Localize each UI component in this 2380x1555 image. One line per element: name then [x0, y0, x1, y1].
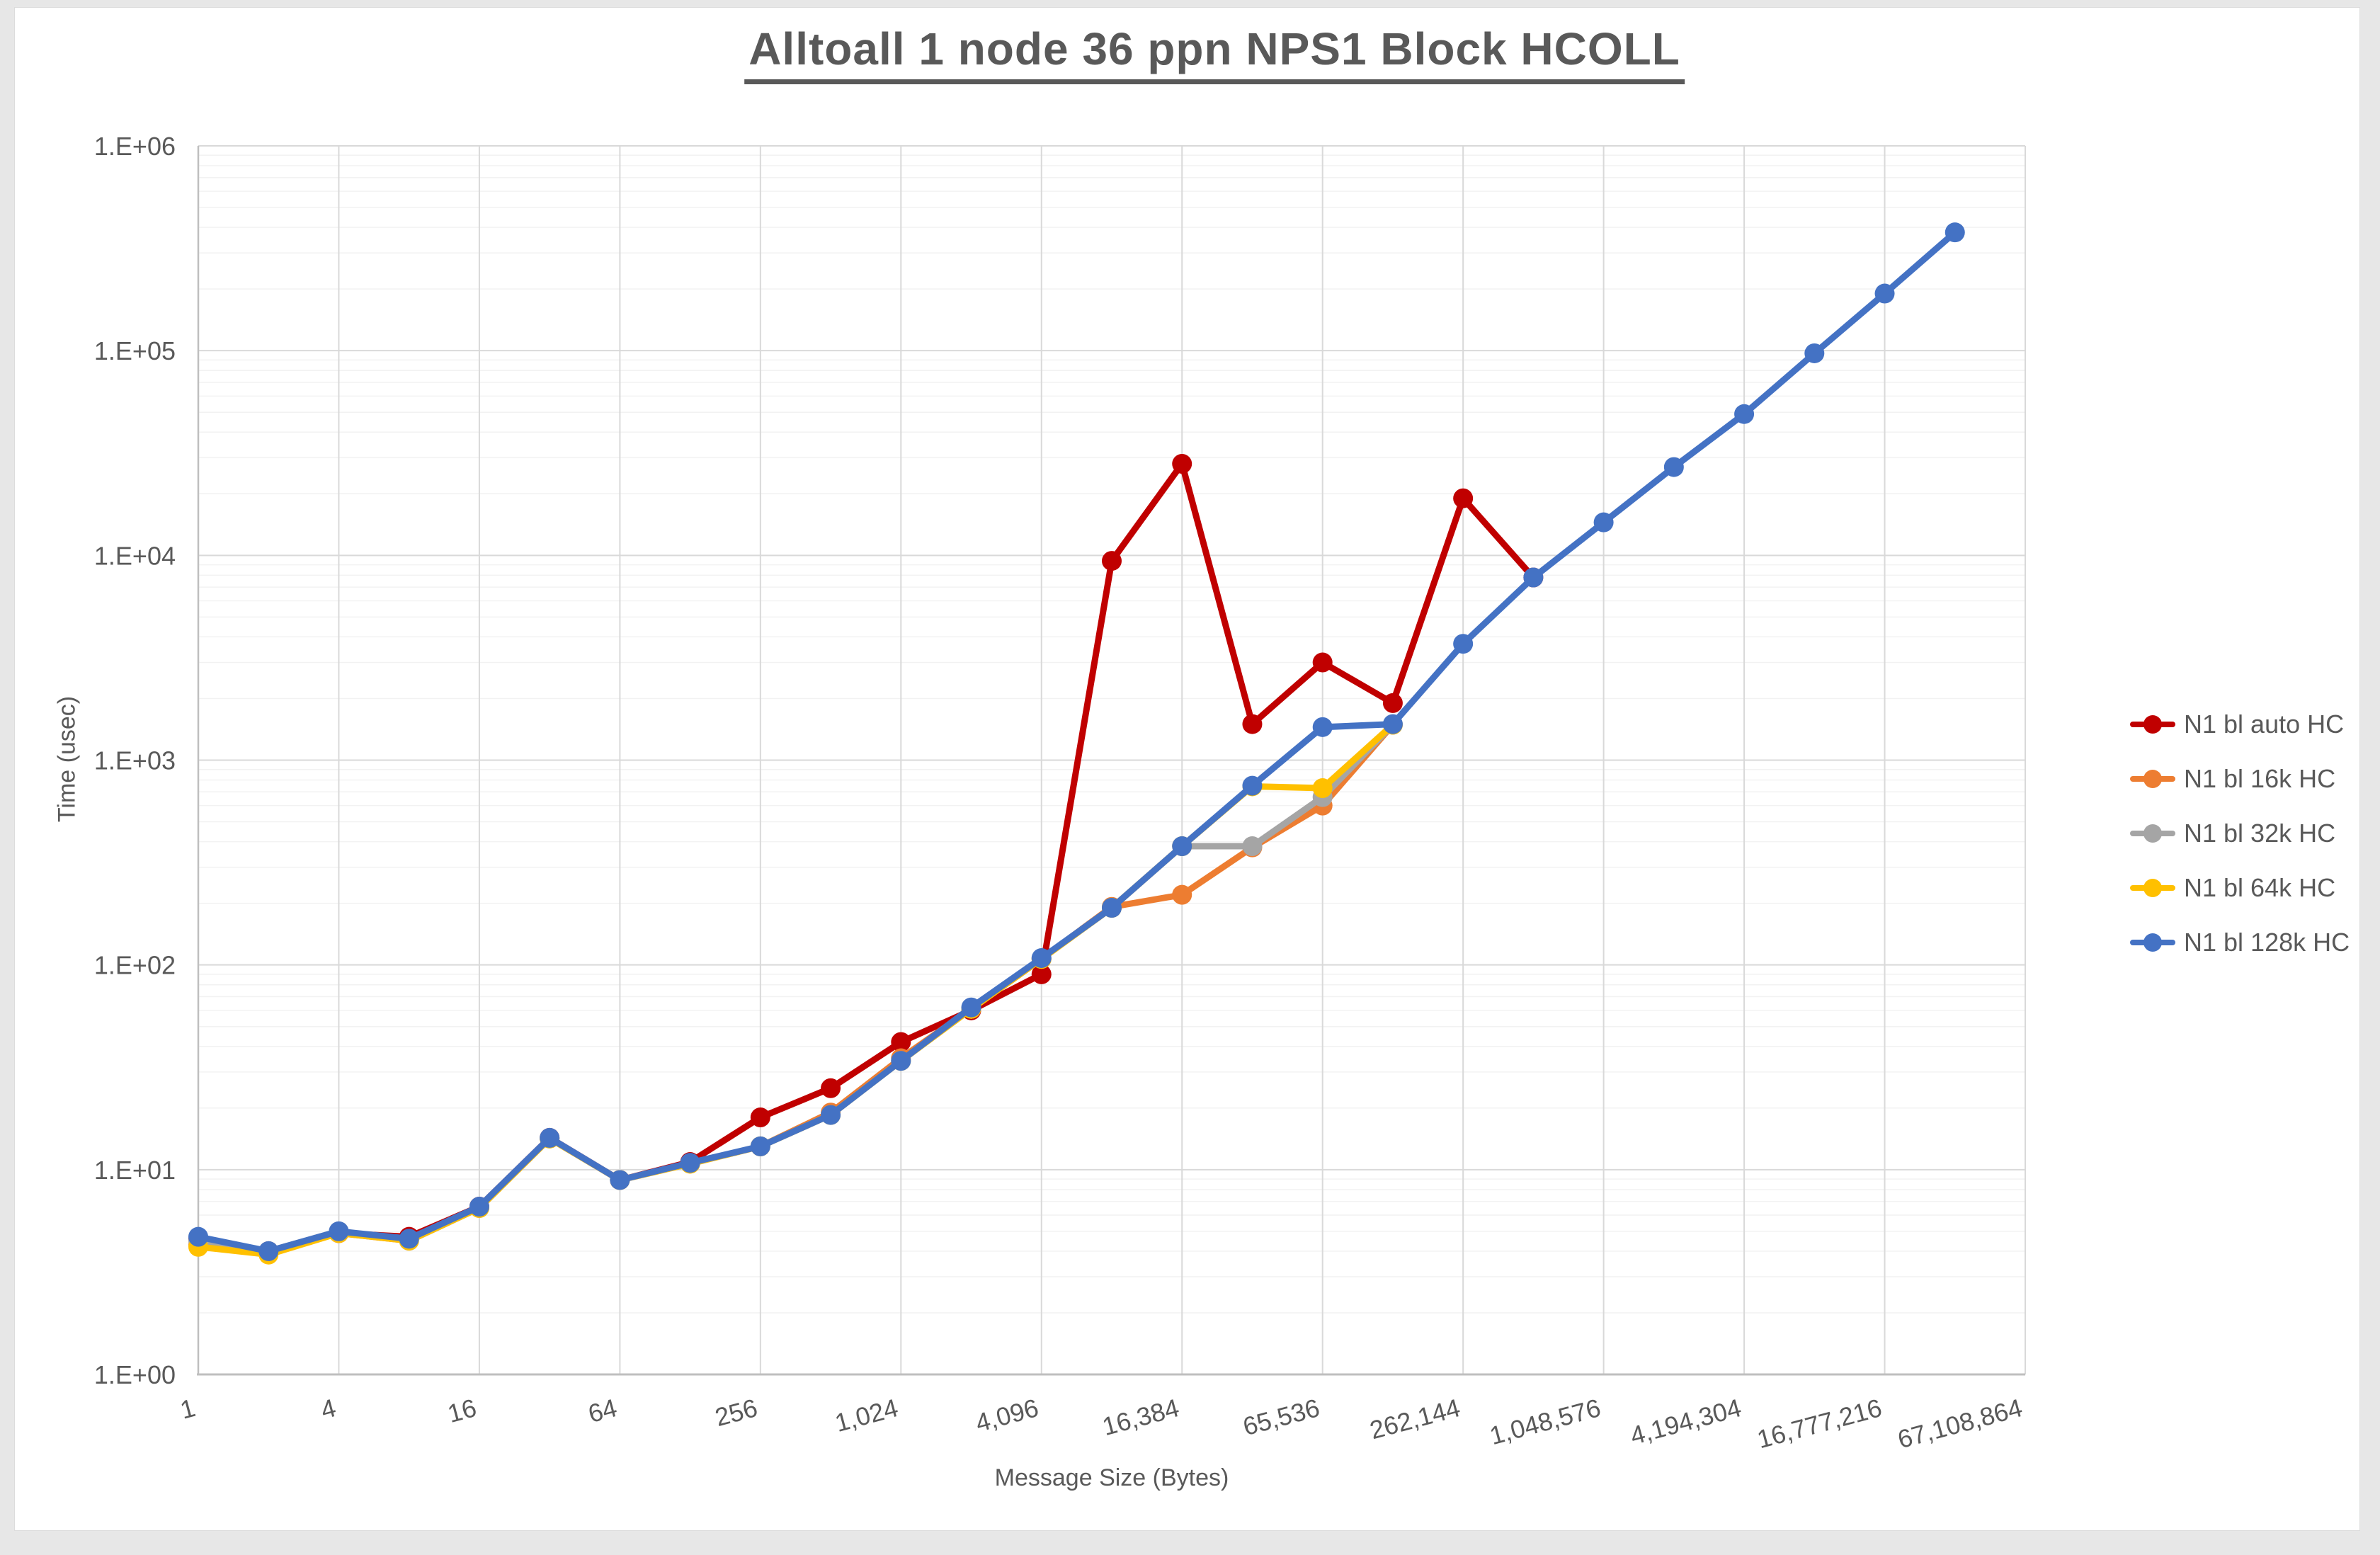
legend-item-n1-bl-64k-hc[interactable]: N1 bl 64k HC — [2130, 860, 2350, 915]
x-tick-label: 1,048,576 — [1486, 1393, 1603, 1450]
y-tick-label: 1.E+04 — [94, 541, 176, 570]
legend-marker-icon — [2130, 877, 2175, 899]
data-point-marker[interactable] — [1734, 404, 1755, 424]
data-point-marker[interactable] — [821, 1078, 841, 1098]
data-point-marker[interactable] — [1593, 512, 1614, 532]
data-point-marker[interactable] — [1242, 714, 1263, 734]
data-point-marker[interactable] — [1874, 283, 1895, 304]
data-point-marker[interactable] — [1453, 634, 1474, 654]
legend-marker-icon — [2130, 768, 2175, 790]
series-line[interactable] — [195, 721, 1396, 1258]
x-tick-labels: 1 4 16 64 256 1,024 4,096 16,384 65,536 262,144 1,… — [177, 1393, 2025, 1454]
legend-label: N1 bl 128k HC — [2184, 927, 2350, 957]
legend-dot-sample — [2143, 824, 2162, 843]
series-line[interactable] — [195, 721, 1396, 1257]
data-point-marker[interactable] — [540, 1127, 560, 1148]
data-point-marker[interactable] — [1382, 693, 1403, 713]
y-axis-title[interactable]: Time (usec) — [53, 695, 81, 823]
data-point-marker[interactable] — [1312, 717, 1333, 737]
y-minor-gridlines — [198, 154, 2025, 1314]
series-line[interactable] — [195, 721, 1396, 1255]
data-point-marker[interactable] — [1663, 457, 1684, 477]
x-tick-label: 16 — [445, 1393, 479, 1428]
x-tick-label: 64 — [585, 1393, 620, 1428]
y-tick-label: 1.E+06 — [94, 132, 176, 161]
x-tick-label: 256 — [712, 1393, 761, 1432]
x-tick-label: 1 — [177, 1393, 198, 1425]
legend-dot-sample — [2143, 878, 2162, 897]
data-point-marker[interactable] — [1031, 948, 1052, 969]
x-tick-label: 4,194,304 — [1627, 1393, 1744, 1450]
y-tick-label: 1.E+03 — [94, 746, 176, 775]
legend-item-n1-bl-128k-hc[interactable]: N1 bl 128k HC — [2130, 915, 2350, 969]
legend-label: N1 bl 32k HC — [2184, 818, 2336, 848]
data-point-marker[interactable] — [1453, 488, 1474, 508]
y-major-gridlines — [198, 145, 2025, 1375]
series-n1-bl-16k-hc[interactable] — [188, 714, 1403, 1264]
data-point-marker[interactable] — [1804, 343, 1825, 363]
legend-marker-icon — [2130, 823, 2175, 844]
x-tick-label: 4 — [318, 1393, 339, 1425]
x-gridlines — [338, 146, 2026, 1374]
x-tick-label: 16,777,216 — [1754, 1393, 1885, 1454]
legend-label: N1 bl 64k HC — [2184, 872, 2336, 902]
data-point-marker[interactable] — [188, 1226, 208, 1247]
legend-label: N1 bl auto HC — [2184, 709, 2345, 739]
legend-marker-icon — [2130, 932, 2175, 953]
legend-dot-sample — [2143, 933, 2162, 952]
series-n1-bl-128k-hc[interactable] — [188, 222, 1965, 1261]
data-point-marker[interactable] — [1242, 836, 1263, 857]
data-point-marker[interactable] — [891, 1032, 911, 1052]
x-tick-label: 4,096 — [972, 1393, 1042, 1437]
data-point-marker[interactable] — [1312, 652, 1333, 673]
y-tick-label: 1.E+01 — [94, 1156, 176, 1185]
data-point-marker[interactable] — [1312, 778, 1333, 799]
data-point-marker[interactable] — [1172, 454, 1192, 474]
legend-item-n1-bl-16k-hc[interactable]: N1 bl 16k HC — [2130, 751, 2350, 806]
data-point-marker[interactable] — [821, 1105, 841, 1125]
data-point-marker[interactable] — [258, 1241, 279, 1261]
data-point-marker[interactable] — [961, 997, 981, 1018]
data-point-marker[interactable] — [1945, 222, 1965, 243]
x-tick-label: 67,108,864 — [1894, 1393, 2025, 1454]
chart-title[interactable]: Alltoall 1 node 36 ppn NPS1 Block HCOLL — [744, 23, 1685, 84]
legend: N1 bl auto HC N1 bl 16k HC N1 bl 32k HC N1 … — [2130, 697, 2350, 969]
y-tick-label: 1.E+05 — [94, 336, 176, 365]
data-point-marker[interactable] — [1172, 836, 1192, 857]
x-tick-label: 16,384 — [1099, 1393, 1182, 1441]
x-tick-label: 1,024 — [832, 1393, 901, 1437]
data-point-marker[interactable] — [469, 1197, 489, 1217]
x-axis-title[interactable]: Message Size (Bytes) — [994, 1464, 1229, 1491]
data-point-marker[interactable] — [1382, 714, 1403, 734]
y-tick-labels: 1.E+00 1.E+01 1.E+02 1.E+03 1.E+04 1.E+05 1.E+… — [94, 132, 176, 1389]
data-point-marker[interactable] — [1102, 551, 1122, 571]
data-point-marker[interactable] — [891, 1051, 911, 1071]
legend-label: N1 bl 16k HC — [2184, 763, 2336, 793]
x-tick-label: 65,536 — [1240, 1393, 1323, 1441]
legend-marker-icon — [2130, 714, 2175, 735]
series-line[interactable] — [195, 229, 1959, 1255]
legend-item-n1-bl-auto-hc[interactable]: N1 bl auto HC — [2130, 697, 2350, 751]
series-n1-bl-64k-hc[interactable] — [188, 714, 1403, 1265]
legend-dot-sample — [2143, 769, 2162, 788]
legend-item-n1-bl-32k-hc[interactable]: N1 bl 32k HC — [2130, 806, 2350, 860]
data-point-marker[interactable] — [329, 1221, 349, 1241]
data-point-marker[interactable] — [1242, 775, 1263, 796]
x-tick-label: 262,144 — [1367, 1393, 1463, 1445]
data-point-marker[interactable] — [1031, 964, 1052, 984]
data-point-marker[interactable] — [1523, 567, 1544, 588]
data-point-marker[interactable] — [750, 1107, 770, 1128]
data-point-marker[interactable] — [680, 1153, 700, 1173]
legend-dot-sample — [2143, 714, 2162, 734]
data-point-marker[interactable] — [399, 1229, 419, 1249]
y-tick-label: 1.E+02 — [94, 951, 176, 980]
data-point-marker[interactable] — [750, 1136, 770, 1156]
data-point-marker[interactable] — [610, 1170, 630, 1190]
data-point-marker[interactable] — [1102, 898, 1122, 918]
series-line[interactable] — [195, 460, 1537, 1255]
y-tick-label: 1.E+00 — [94, 1360, 176, 1389]
data-point-marker[interactable] — [1172, 884, 1192, 905]
